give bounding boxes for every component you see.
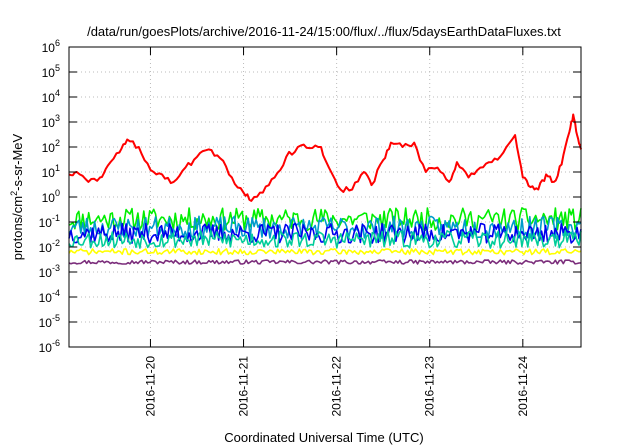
series-line-5 [68, 248, 582, 256]
y-tick-base: 10 [42, 66, 56, 80]
y-tick-exponent: -6 [52, 338, 60, 348]
y-tick-base: 10 [39, 341, 53, 355]
y-tick-exponent: 3 [55, 113, 60, 123]
series-line-0 [68, 113, 582, 202]
y-tick-label: 10-1 [39, 213, 60, 230]
y-tick-exponent: 1 [55, 163, 60, 173]
x-tick-labels: 2016-11-20 2016-11-21 2016-11-22 2016-11-23… [143, 356, 529, 417]
y-tick-label: 10-6 [39, 338, 60, 355]
y-axis-label-sup: 2 [9, 191, 19, 196]
x-axis-label: Coordinated Universal Time (UTC) [224, 430, 423, 445]
y-tick-base: 10 [39, 316, 53, 330]
y-tick-label: 104 [42, 88, 60, 105]
y-tick-exponent: -4 [52, 288, 60, 298]
y-axis-label: protons/cm2-s-sr-MeV [9, 133, 25, 260]
y-tick-base: 10 [42, 41, 56, 55]
y-tick-label: 10-2 [39, 238, 60, 255]
y-tick-base: 10 [39, 266, 53, 280]
y-tick-base: 10 [39, 291, 53, 305]
y-tick-base: 10 [39, 241, 53, 255]
y-tick-label: 105 [42, 63, 60, 80]
y-tick-label: 102 [42, 138, 60, 155]
series-line-4 [68, 230, 582, 249]
x-tick-label: 2016-11-21 [237, 356, 251, 417]
y-tick-label: 100 [42, 188, 60, 205]
y-tick-exponent: 4 [55, 88, 60, 98]
y-tick-labels: 10-610-510-410-310-210-11001011021031041… [39, 38, 60, 355]
chart-title: /data/run/goesPlots/archive/2016-11-24/1… [87, 24, 561, 39]
y-tick-base: 10 [39, 216, 53, 230]
y-tick-label: 10-3 [39, 263, 60, 280]
grid [69, 47, 581, 347]
y-tick-exponent: 5 [55, 63, 60, 73]
x-tick-label: 2016-11-20 [143, 356, 157, 417]
y-tick-exponent: -5 [52, 313, 60, 323]
y-tick-base: 10 [42, 166, 56, 180]
y-tick-label: 101 [42, 163, 60, 180]
y-tick-exponent: 6 [55, 38, 60, 48]
y-tick-label: 10-5 [39, 313, 60, 330]
y-tick-label: 10-4 [39, 288, 60, 305]
series-line-6 [68, 259, 582, 265]
y-tick-base: 10 [42, 116, 56, 130]
ticks [69, 46, 581, 348]
x-tick-label: 2016-11-24 [516, 356, 530, 417]
y-axis-label-prefix: protons/cm [10, 196, 25, 260]
x-tick-label: 2016-11-23 [423, 356, 437, 417]
y-tick-exponent: 0 [55, 188, 60, 198]
y-tick-base: 10 [42, 191, 56, 205]
y-tick-label: 103 [42, 113, 60, 130]
y-tick-exponent: -3 [52, 263, 60, 273]
y-tick-exponent: -2 [52, 238, 60, 248]
y-tick-label: 106 [42, 38, 60, 55]
series-line-1 [68, 207, 582, 232]
y-tick-exponent: -1 [52, 213, 60, 223]
y-tick-exponent: 2 [55, 138, 60, 148]
y-tick-base: 10 [42, 141, 56, 155]
y-tick-base: 10 [42, 91, 56, 105]
series-line-3 [68, 222, 582, 245]
x-tick-label: 2016-11-22 [330, 356, 344, 417]
series-group [68, 113, 582, 265]
y-axis-label-suffix: -s-sr-MeV [10, 133, 25, 190]
